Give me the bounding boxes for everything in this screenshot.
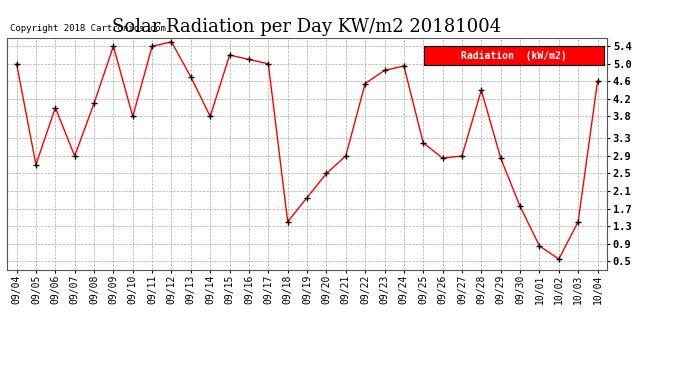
FancyBboxPatch shape [424,46,604,65]
Text: Copyright 2018 Cartronics.com: Copyright 2018 Cartronics.com [10,24,166,33]
Title: Solar Radiation per Day KW/m2 20181004: Solar Radiation per Day KW/m2 20181004 [112,18,502,36]
Text: Radiation  (kW/m2): Radiation (kW/m2) [462,51,567,60]
